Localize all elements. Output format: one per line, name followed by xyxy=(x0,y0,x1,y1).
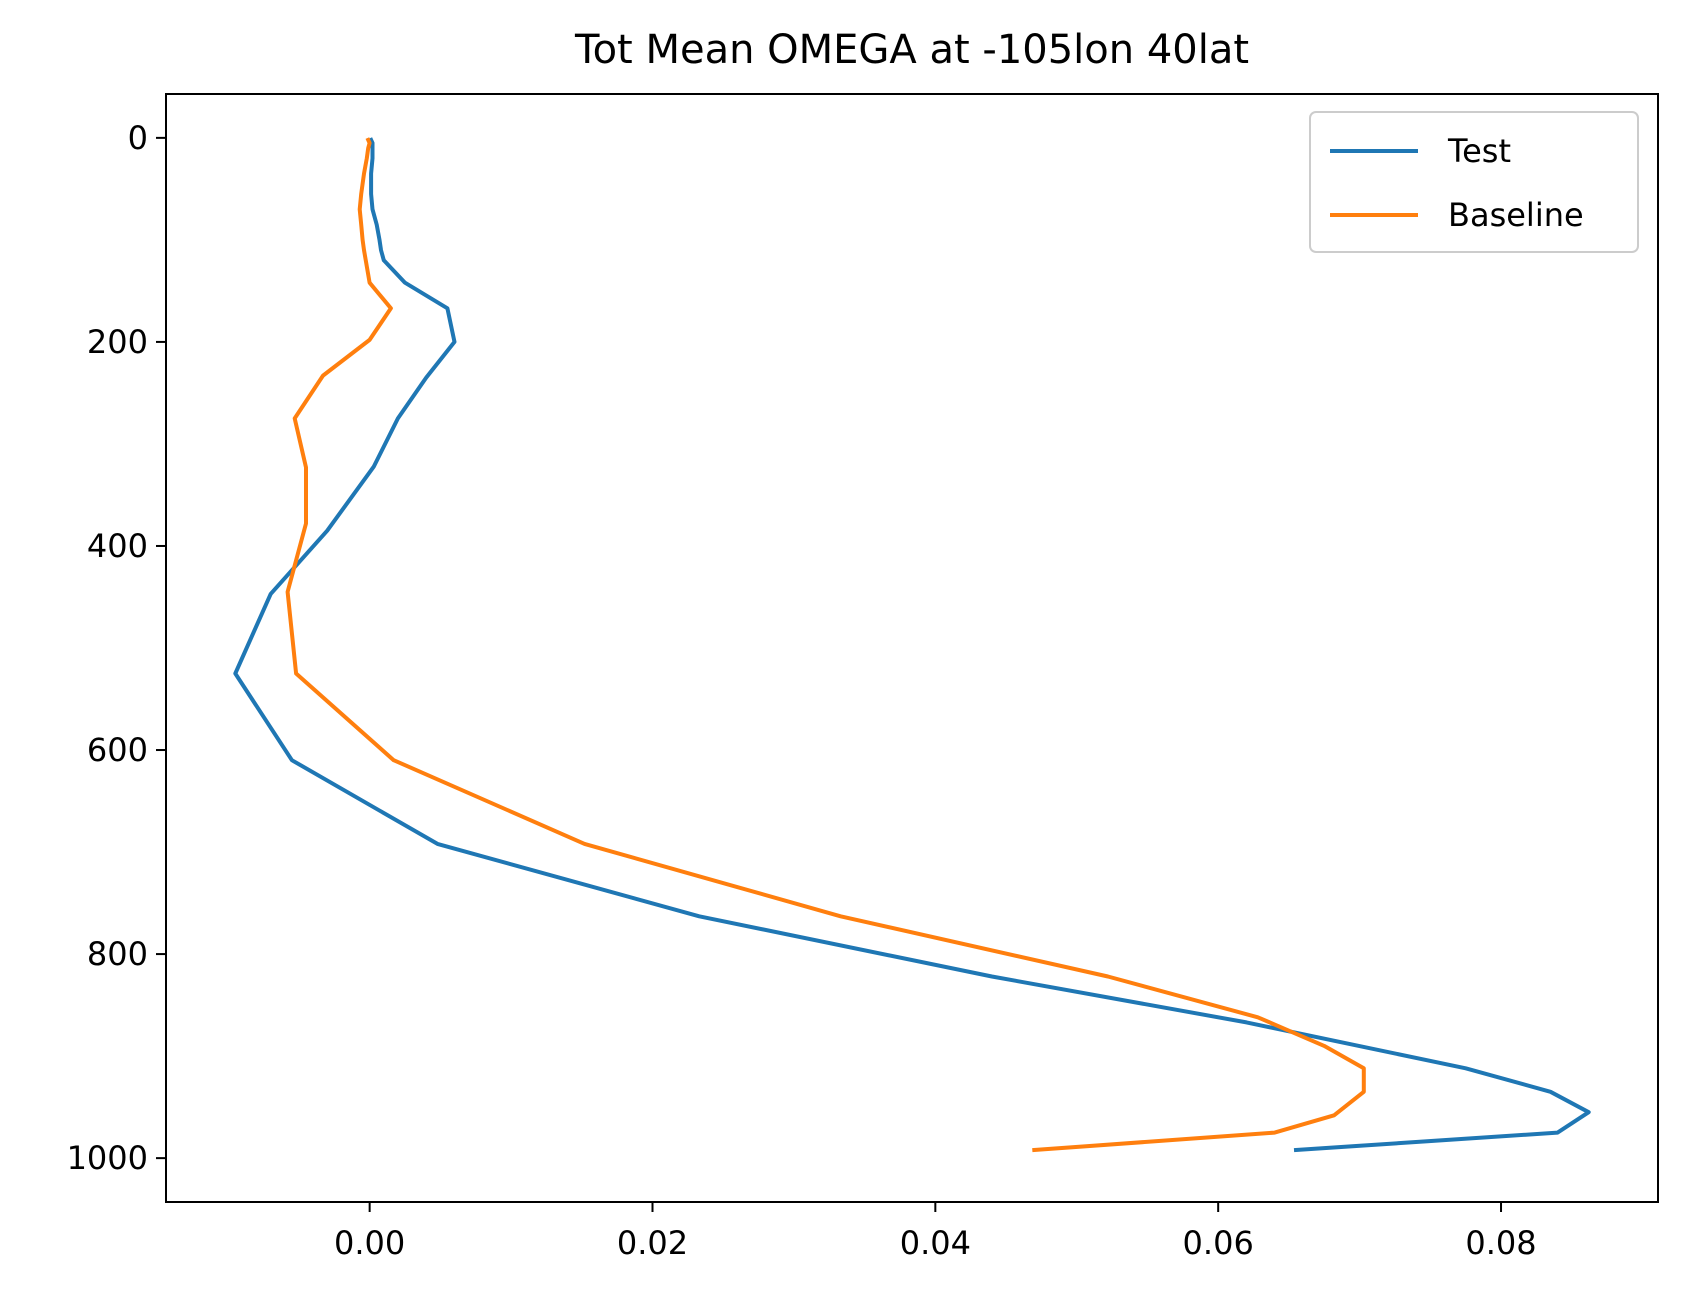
y-tick-label: 200 xyxy=(87,323,148,361)
legend: Test Baseline xyxy=(1309,111,1639,253)
axes-frame xyxy=(165,93,1659,1203)
chart-title: Tot Mean OMEGA at -105lon 40lat xyxy=(574,27,1249,73)
x-tick-label: 0.04 xyxy=(900,1224,971,1262)
y-tick-label: 800 xyxy=(87,935,148,973)
series-line-test xyxy=(233,137,1591,1153)
x-tick-label: 0.02 xyxy=(617,1224,688,1262)
y-axis: 0 200 400 600 800 1000 xyxy=(67,119,166,1177)
y-tick-label: 0 xyxy=(128,119,148,157)
plot-area xyxy=(233,137,1591,1153)
y-tick-label: 600 xyxy=(87,731,148,769)
y-tick-label: 1000 xyxy=(67,1139,148,1177)
x-tick-label: 0.08 xyxy=(1465,1224,1536,1262)
legend-label-baseline: Baseline xyxy=(1448,196,1584,234)
x-axis: 0.00 0.02 0.04 0.06 0.08 xyxy=(334,1202,1537,1262)
x-tick-label: 0.06 xyxy=(1183,1224,1254,1262)
x-tick-label: 0.00 xyxy=(334,1224,405,1262)
y-tick-label: 400 xyxy=(87,527,148,565)
legend-label-test: Test xyxy=(1447,132,1511,170)
series-line-baseline xyxy=(285,137,1366,1153)
